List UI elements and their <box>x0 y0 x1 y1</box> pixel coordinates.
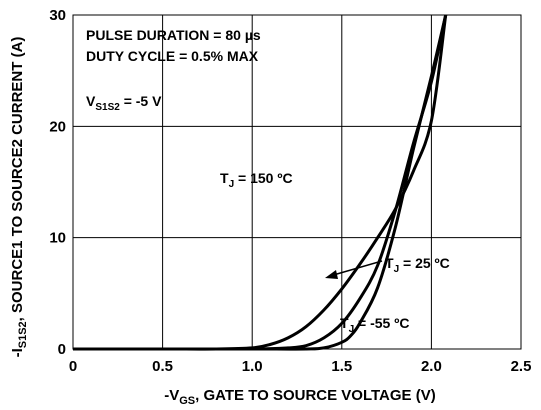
series-label-25c: TJ = 25 ºC <box>385 255 450 275</box>
x-tick-label: 1.0 <box>242 358 263 375</box>
note-duty-cycle: DUTY CYCLE = 0.5% MAX <box>86 48 259 64</box>
tick-labels: 0 0.5 1.0 1.5 2.0 2.5 0 10 20 30 <box>49 7 531 375</box>
y-tick-label: 10 <box>49 230 66 247</box>
y-tick-label: 0 <box>58 341 66 358</box>
series-label-150c: TJ = 150 ºC <box>220 170 293 190</box>
plot-frame <box>72 14 522 350</box>
x-tick-label: 2.5 <box>511 358 532 375</box>
x-tick-label: 0 <box>69 358 77 375</box>
note-pulse-duration: PULSE DURATION = 80 µs <box>86 27 261 43</box>
label-arrow-head <box>325 270 338 279</box>
x-tick-label: 0.5 <box>152 358 173 375</box>
y-tick-label: 20 <box>49 118 66 135</box>
note-vs1s2: VS1S2 = -5 V <box>86 93 162 113</box>
x-tick-label: 2.0 <box>421 358 442 375</box>
grid-lines <box>73 15 521 349</box>
x-axis-label: -VGS, GATE TO SOURCE VOLTAGE (V) <box>164 387 435 407</box>
y-tick-label: 30 <box>49 7 66 24</box>
x-tick-label: 1.5 <box>331 358 352 375</box>
label-arrow-line <box>329 260 383 277</box>
y-axis-label: -IS1S2, SOURCE1 TO SOURCE2 CURRENT (A) <box>9 37 29 358</box>
series-label-minus55c: TJ = -55 ºC <box>340 315 409 335</box>
